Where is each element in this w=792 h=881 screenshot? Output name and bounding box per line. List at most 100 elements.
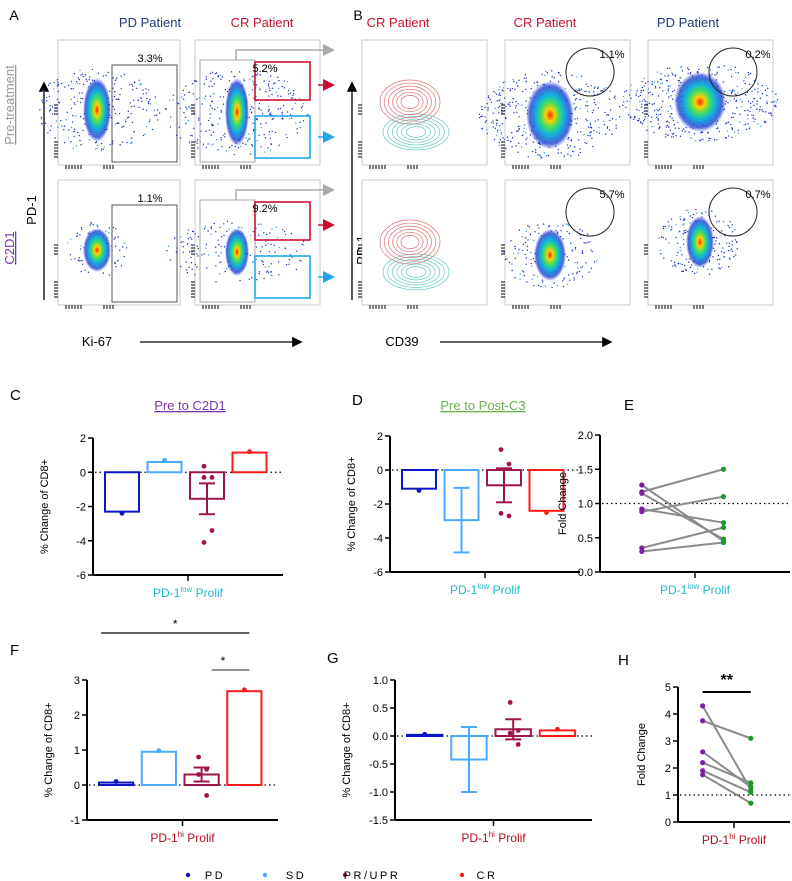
event-dot bbox=[175, 134, 178, 137]
event-dot bbox=[682, 128, 685, 130]
event-dot bbox=[519, 273, 521, 275]
col-title: CR Patient bbox=[231, 15, 294, 30]
y-tick-label: 1 bbox=[665, 790, 671, 802]
event-dot bbox=[727, 224, 729, 227]
post-point bbox=[748, 784, 754, 790]
chart-title: Pre to Post-C3 bbox=[440, 398, 525, 413]
event-dot bbox=[184, 116, 187, 119]
event-dot bbox=[680, 270, 683, 273]
event-dot bbox=[120, 88, 122, 90]
data-point bbox=[416, 488, 422, 493]
gate-pd1-low bbox=[254, 115, 311, 159]
event-dot bbox=[49, 105, 51, 107]
event-dot bbox=[529, 233, 532, 236]
event-dot bbox=[517, 125, 520, 128]
event-dot bbox=[207, 230, 209, 232]
event-dot bbox=[745, 128, 748, 131]
event-dot bbox=[495, 134, 498, 137]
event-dot bbox=[672, 136, 675, 138]
event-dot bbox=[653, 81, 656, 84]
event-dot bbox=[658, 108, 661, 111]
event-dot bbox=[502, 137, 504, 139]
event-dot bbox=[265, 271, 268, 273]
event-dot bbox=[675, 266, 677, 268]
event-dot bbox=[524, 237, 527, 239]
event-dot bbox=[51, 106, 54, 108]
event-dot bbox=[624, 91, 626, 93]
event-dot bbox=[187, 120, 190, 122]
event-dot bbox=[571, 273, 574, 275]
event-dot bbox=[209, 104, 212, 107]
event-dot bbox=[683, 229, 685, 232]
event-dot bbox=[487, 95, 490, 97]
event-dot bbox=[480, 115, 482, 118]
event-dot bbox=[258, 273, 260, 275]
flow-plot-pd bbox=[39, 39, 181, 169]
event-dot bbox=[641, 81, 643, 83]
event-dot bbox=[654, 87, 657, 89]
y-tick-label: 0 bbox=[74, 780, 80, 792]
event-dot bbox=[509, 89, 512, 92]
bar-sd bbox=[146, 460, 183, 474]
event-dot bbox=[609, 90, 611, 92]
event-dot bbox=[585, 83, 587, 85]
event-dot bbox=[84, 74, 87, 76]
post-point bbox=[748, 735, 754, 741]
x-label-suffix: Prolif bbox=[489, 583, 520, 597]
event-dot bbox=[516, 130, 518, 132]
event-dot bbox=[258, 108, 260, 110]
event-dot bbox=[728, 242, 731, 244]
event-dot bbox=[73, 96, 76, 98]
event-dot bbox=[657, 119, 659, 121]
event-dot bbox=[488, 96, 490, 99]
event-dot bbox=[193, 112, 195, 114]
col-title: CR Patient bbox=[514, 15, 577, 30]
event-dot bbox=[500, 133, 502, 136]
event-dot bbox=[506, 136, 509, 138]
event-dot bbox=[114, 112, 117, 115]
event-dot bbox=[503, 97, 506, 99]
event-dot bbox=[224, 88, 227, 91]
event-dot bbox=[677, 79, 679, 82]
event-dot bbox=[749, 126, 751, 129]
legend-marker bbox=[262, 872, 268, 878]
event-dot bbox=[744, 93, 747, 96]
event-dot bbox=[96, 144, 99, 147]
event-dot bbox=[135, 87, 138, 89]
event-dot bbox=[655, 113, 658, 116]
event-dot bbox=[72, 114, 74, 117]
legend-label: PD bbox=[205, 870, 225, 881]
data-point bbox=[507, 730, 513, 736]
event-dot bbox=[177, 102, 179, 104]
post-point bbox=[748, 780, 754, 786]
event-dot bbox=[179, 107, 181, 110]
event-dot bbox=[611, 133, 613, 135]
event-dot bbox=[515, 101, 517, 103]
event-dot bbox=[81, 92, 83, 94]
event-dot bbox=[266, 72, 268, 74]
x-label-main: PD-1 bbox=[150, 831, 178, 845]
event-dot bbox=[597, 107, 599, 109]
contour-plot bbox=[358, 179, 488, 309]
event-dot bbox=[578, 89, 580, 91]
event-dot bbox=[513, 111, 515, 114]
event-dot bbox=[108, 231, 110, 234]
event-dot bbox=[647, 80, 649, 83]
event-dot bbox=[585, 262, 587, 264]
event-dot bbox=[525, 100, 527, 102]
gate bbox=[111, 64, 178, 163]
event-dot bbox=[709, 69, 712, 71]
panel-label-a: A bbox=[9, 7, 19, 23]
event-dot bbox=[623, 101, 625, 103]
event-dot bbox=[679, 218, 682, 221]
event-dot bbox=[145, 92, 148, 94]
event-dot bbox=[566, 283, 569, 286]
event-dot bbox=[220, 78, 222, 81]
event-dot bbox=[581, 230, 584, 232]
plot-frame bbox=[361, 39, 488, 166]
event-dot bbox=[757, 123, 759, 125]
event-dot bbox=[716, 258, 719, 261]
event-dot bbox=[223, 234, 225, 237]
event-dot bbox=[198, 117, 200, 119]
event-dot bbox=[509, 101, 511, 104]
